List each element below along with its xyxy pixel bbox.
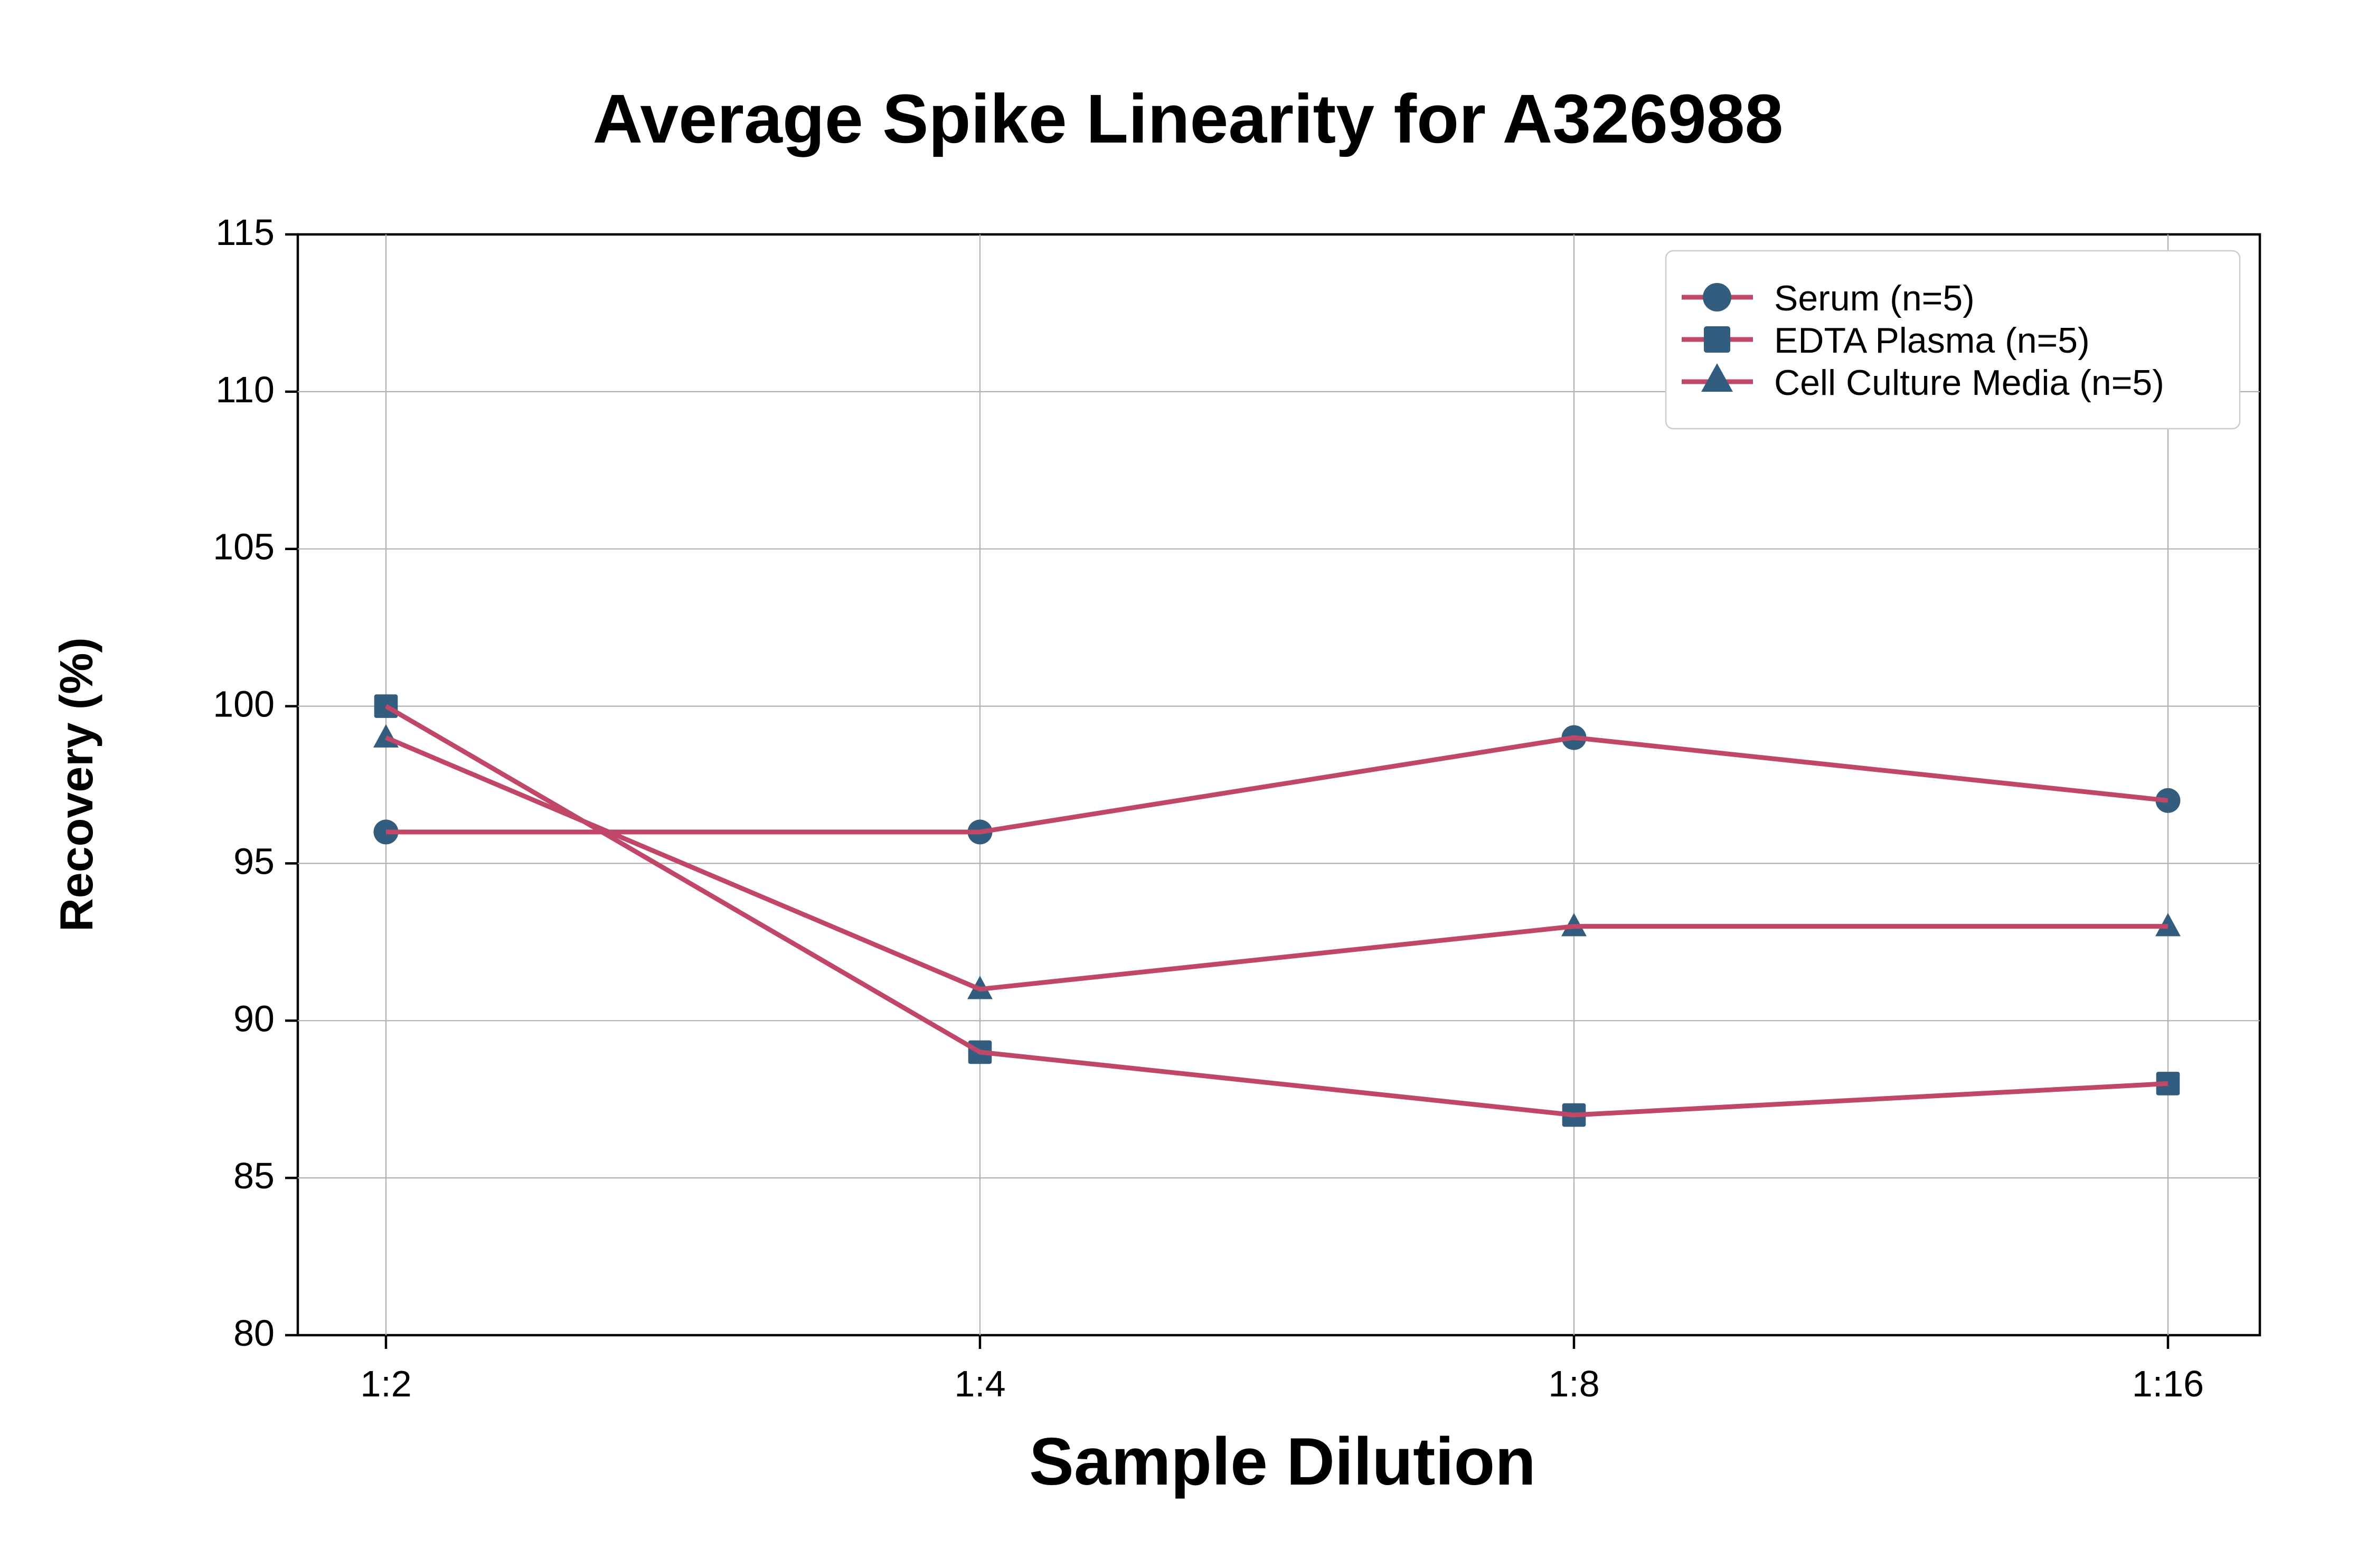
svg-text:1:8: 1:8 xyxy=(1548,1363,1599,1404)
svg-text:80: 80 xyxy=(233,1312,275,1354)
svg-text:Average Spike Linearity for A3: Average Spike Linearity for A326988 xyxy=(593,80,1784,157)
svg-text:Recovery (%): Recovery (%) xyxy=(50,637,102,932)
svg-text:105: 105 xyxy=(213,526,275,568)
svg-text:Serum (n=5): Serum (n=5) xyxy=(1774,278,1975,318)
svg-text:95: 95 xyxy=(233,840,275,882)
svg-text:110: 110 xyxy=(215,369,275,410)
svg-text:Cell Culture Media (n=5): Cell Culture Media (n=5) xyxy=(1774,363,2164,403)
svg-text:90: 90 xyxy=(233,998,275,1039)
svg-text:115: 115 xyxy=(215,212,275,253)
svg-text:100: 100 xyxy=(213,684,275,725)
svg-text:1:4: 1:4 xyxy=(954,1363,1005,1404)
svg-text:85: 85 xyxy=(233,1155,275,1196)
svg-text:1:16: 1:16 xyxy=(2132,1363,2204,1404)
svg-text:1:2: 1:2 xyxy=(360,1363,411,1404)
svg-text:EDTA Plasma (n=5): EDTA Plasma (n=5) xyxy=(1774,320,2090,361)
svg-text:Sample Dilution: Sample Dilution xyxy=(1029,1424,1536,1499)
